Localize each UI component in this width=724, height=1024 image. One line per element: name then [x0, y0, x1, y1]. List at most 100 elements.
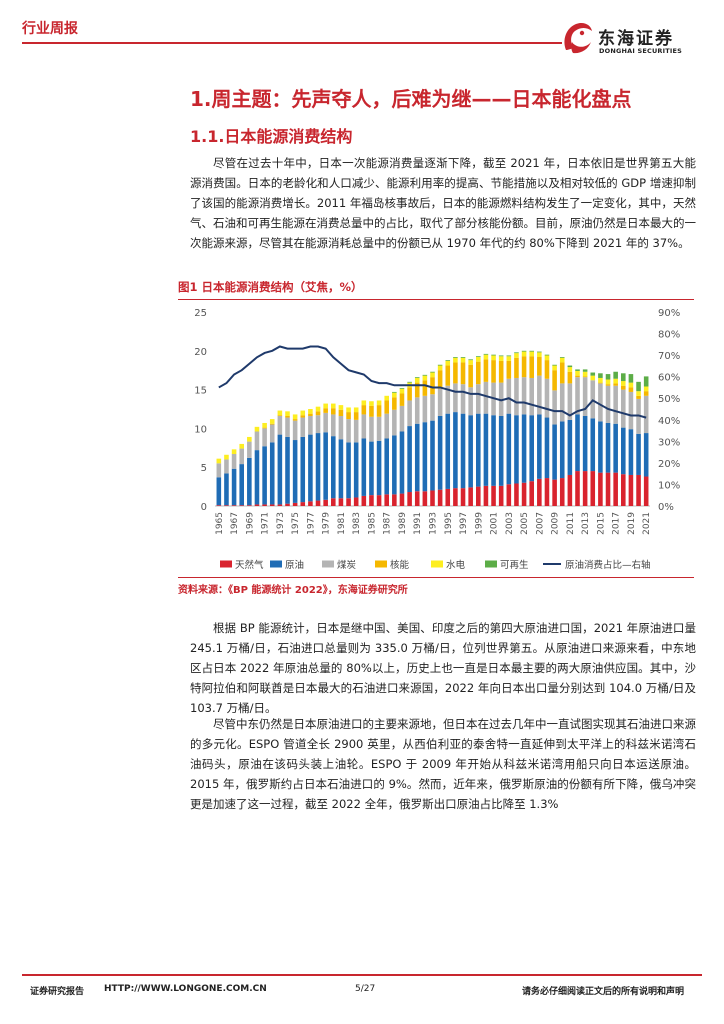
- bar-coal-2018: [621, 389, 626, 428]
- bar-renew-2017: [613, 371, 618, 379]
- bar-hydro-1999: [476, 357, 481, 362]
- bar-nuclear-1988: [392, 397, 397, 410]
- x-tick-label: 1989: [398, 512, 408, 535]
- x-tick-label: 2021: [642, 512, 652, 535]
- bar-oil-2011: [567, 419, 573, 475]
- legend-label-coal: 煤炭: [337, 559, 357, 571]
- bar-hydro-2020: [636, 391, 641, 396]
- bar-gas-2017: [613, 472, 618, 506]
- x-tick-label: 1997: [459, 512, 469, 535]
- bar-oil-2008: [544, 417, 550, 479]
- bar-nuclear-1999: [476, 361, 481, 385]
- bar-oil-1998: [468, 415, 473, 488]
- bar-nuclear-2006: [529, 356, 534, 378]
- bar-oil-1988: [392, 435, 397, 495]
- bar-oil-1982: [346, 442, 351, 499]
- bar-renew-2009: [552, 364, 557, 366]
- bar-gas-1978: [315, 500, 321, 506]
- bar-hydro-2001: [491, 355, 496, 361]
- logo-chinese-name: 东海证券: [598, 29, 674, 49]
- bar-oil-1981: [338, 439, 344, 499]
- bar-hydro-1979: [323, 403, 328, 409]
- bar-renew-1992: [422, 374, 428, 376]
- bar-hydro-1986: [376, 400, 382, 406]
- bar-nuclear-1995: [445, 365, 451, 386]
- x-tick-label: 2019: [627, 512, 637, 535]
- bar-hydro-1972: [269, 419, 275, 424]
- bar-coal-2016: [605, 385, 611, 423]
- footer-website-link[interactable]: HTTP://WWW.LONGONE.COM.CN: [104, 984, 267, 994]
- bar-oil-2010: [559, 421, 565, 479]
- bar-nuclear-2017: [613, 383, 618, 386]
- bar-nuclear-2018: [621, 385, 626, 390]
- bar-gas-1996: [453, 488, 458, 506]
- bar-hydro-1981: [338, 405, 344, 410]
- bar-gas-2010: [559, 478, 565, 506]
- bar-gas-2019: [628, 474, 634, 506]
- bar-gas-1998: [468, 487, 473, 506]
- bar-gas-1966: [224, 505, 229, 506]
- bar-hydro-1987: [384, 395, 389, 401]
- bar-oil-1969: [247, 457, 252, 506]
- bar-coal-1972: [269, 424, 275, 443]
- bar-renew-2010: [559, 357, 565, 358]
- bar-nuclear-2012: [575, 375, 580, 378]
- bar-nuclear-1989: [399, 393, 405, 406]
- bar-oil-2000: [483, 413, 489, 486]
- bar-oil-1975: [292, 440, 298, 503]
- bar-coal-1985: [369, 416, 374, 442]
- x-tick-label: 2003: [505, 512, 515, 535]
- bar-coal-1984: [361, 414, 367, 439]
- bar-renew-2007: [537, 351, 542, 353]
- bar-coal-1996: [453, 383, 458, 413]
- line-oil-share: [218, 345, 647, 419]
- bar-hydro-1997: [460, 357, 466, 363]
- bar-nuclear-2005: [521, 356, 527, 378]
- bar-gas-2007: [537, 478, 542, 506]
- bar-oil-1995: [445, 413, 451, 489]
- bar-coal-1997: [460, 384, 466, 414]
- bar-renew-1998: [468, 359, 473, 361]
- bar-renew-2015: [598, 373, 603, 378]
- paragraph-import-diversification: 尽管中东仍然是日本原油进口的主要来源地，但日本在过去几年中一直试图实现其石油进口…: [190, 717, 696, 811]
- bar-renew-2004: [514, 352, 519, 354]
- bar-nuclear-1991: [414, 382, 420, 398]
- bar-hydro-1977: [308, 409, 313, 414]
- figure-top-rule: [178, 299, 694, 300]
- bar-hydro-2000: [483, 354, 489, 360]
- x-tick-label: 1979: [322, 512, 332, 535]
- bar-coal-1971: [262, 428, 267, 447]
- bar-renew-2006: [529, 350, 534, 352]
- bar-renew-1994: [437, 364, 443, 366]
- bar-gas-1969: [247, 505, 252, 506]
- bar-hydro-1978: [315, 406, 321, 412]
- bar-nuclear-2020: [636, 395, 641, 399]
- y-right-tick-label: 10%: [658, 480, 680, 491]
- bar-nuclear-1993: [430, 377, 435, 395]
- bar-nuclear-1976: [300, 415, 306, 418]
- x-tick-label: 1965: [215, 512, 225, 535]
- bar-coal-1967: [231, 454, 237, 469]
- legend-swatch-oil: [270, 560, 282, 568]
- bar-oil-1986: [376, 440, 382, 496]
- bar-nuclear-1974: [285, 415, 290, 418]
- bar-coal-1978: [315, 415, 321, 434]
- bar-hydro-1988: [392, 392, 397, 398]
- bar-nuclear-1975: [292, 419, 298, 421]
- bar-coal-2010: [559, 383, 565, 422]
- bar-coal-2011: [567, 383, 573, 420]
- bar-gas-2000: [483, 485, 489, 506]
- bar-gas-1980: [331, 498, 336, 506]
- bar-oil-2018: [621, 427, 626, 475]
- bar-gas-1976: [300, 502, 306, 506]
- bar-oil-1966: [224, 473, 229, 506]
- x-tick-label: 1969: [245, 512, 255, 535]
- bar-coal-2002: [498, 382, 504, 416]
- bar-gas-2021: [643, 476, 649, 506]
- bar-coal-1970: [254, 431, 260, 451]
- bar-oil-1979: [323, 432, 328, 500]
- bar-renew-2021: [643, 376, 649, 387]
- x-tick-label: 1977: [306, 512, 316, 535]
- bar-nuclear-1977: [308, 413, 313, 416]
- bar-gas-1981: [338, 498, 344, 506]
